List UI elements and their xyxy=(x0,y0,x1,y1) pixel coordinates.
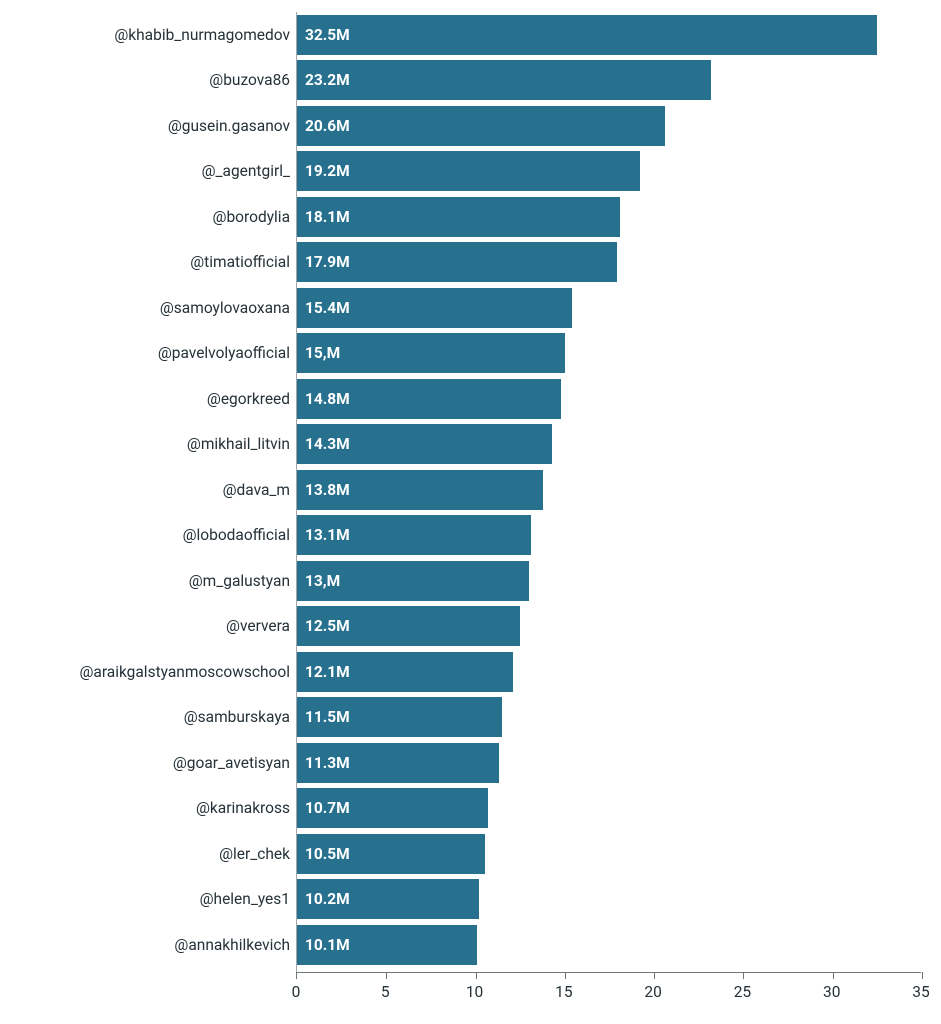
bar-fill: 17.9M xyxy=(297,242,617,282)
bar-value-label: 10.1M xyxy=(305,936,350,954)
x-axis-tick-label: 25 xyxy=(734,983,751,1001)
bar-value-label: 20.6M xyxy=(305,117,350,135)
x-axis-tick-label: 0 xyxy=(292,983,301,1001)
bar: 15.4M xyxy=(297,288,572,328)
bar-value-label: 12.5M xyxy=(305,617,350,635)
y-axis-label: @mikhail_litvin xyxy=(187,435,290,453)
y-axis-label: @araikgalstyanmoscowschool xyxy=(79,663,290,681)
bar-value-label: 18.1M xyxy=(305,208,350,226)
bar-value-label: 15,M xyxy=(305,344,340,362)
bar-value-label: 13,M xyxy=(305,572,340,590)
bar-value-label: 23.2M xyxy=(305,71,350,89)
bar-value-label: 11.3M xyxy=(305,754,350,772)
y-axis-label: @goar_avetisyan xyxy=(173,754,290,772)
x-axis-tick-label: 10 xyxy=(466,983,483,1001)
bar-value-label: 17.9M xyxy=(305,253,350,271)
bar-value-label: 15.4M xyxy=(305,299,350,317)
bar-value-label: 10.5M xyxy=(305,845,350,863)
y-axis-label: @karinakross xyxy=(196,799,290,817)
bar-value-label: 32.5M xyxy=(305,26,350,44)
bar: 14.3M xyxy=(297,424,552,464)
x-axis-tick-label: 15 xyxy=(555,983,572,1001)
bar: 12.1M xyxy=(297,652,513,692)
bar: 12.5M xyxy=(297,606,520,646)
bar-value-label: 14.8M xyxy=(305,390,350,408)
bar-fill: 13.8M xyxy=(297,470,543,510)
bar: 32.5M xyxy=(297,15,877,55)
bar: 10.1M xyxy=(297,925,477,965)
bars-container: 32.5M 23.2M 20.6M 19.2M 18.1M 17.9M 15.4M 15,M 1… xyxy=(296,12,921,972)
bar: 18.1M xyxy=(297,197,620,237)
bar-fill: 18.1M xyxy=(297,197,620,237)
bar: 17.9M xyxy=(297,242,617,282)
y-axis-label: @borodylia xyxy=(213,208,290,226)
y-axis-label: @ler_chek xyxy=(219,845,290,863)
x-axis-tick-label: 5 xyxy=(381,983,390,1001)
bar-fill: 14.3M xyxy=(297,424,552,464)
bar-fill: 11.5M xyxy=(297,697,502,737)
bar-fill: 19.2M xyxy=(297,151,640,191)
y-axis-label: @samburskaya xyxy=(184,708,290,726)
bar-fill: 10.1M xyxy=(297,925,477,965)
bar-fill: 15,M xyxy=(297,333,565,373)
y-axis-label: @khabib_nurmagomedov xyxy=(114,26,290,44)
bar: 10.5M xyxy=(297,834,485,874)
y-axis-label: @pavelvolyaofficial xyxy=(158,344,290,362)
bar-value-label: 12.1M xyxy=(305,663,350,681)
bar-fill: 20.6M xyxy=(297,106,665,146)
bar: 13.8M xyxy=(297,470,543,510)
bar-value-label: 10.2M xyxy=(305,890,350,908)
bar-value-label: 13.1M xyxy=(305,526,350,544)
x-axis-tick-label: 35 xyxy=(912,983,929,1001)
bar: 19.2M xyxy=(297,151,640,191)
bar-fill: 23.2M xyxy=(297,60,711,100)
bar-fill: 32.5M xyxy=(297,15,877,55)
y-axis-label: @_agentgirl_ xyxy=(202,162,290,180)
y-axis-label: @timatiofficial xyxy=(190,253,290,271)
followers-bar-chart: @khabib_nurmagomedov @buzova86 @gusein.gas… xyxy=(12,12,921,1004)
bar: 10.7M xyxy=(297,788,488,828)
bar: 13.1M xyxy=(297,515,531,555)
y-axis-label: @ververa xyxy=(226,617,290,635)
x-axis: 05101520253035 xyxy=(296,972,921,1004)
bar-value-label: 19.2M xyxy=(305,162,350,180)
x-axis-tick-label: 20 xyxy=(644,983,661,1001)
y-axis-label: @dava_m xyxy=(223,481,290,499)
bar: 10.2M xyxy=(297,879,479,919)
y-axis-label: @egorkreed xyxy=(207,390,290,408)
bar-fill: 10.7M xyxy=(297,788,488,828)
y-axis-label: @helen_yes1 xyxy=(200,890,290,908)
bar: 13,M xyxy=(297,561,529,601)
bar-fill: 15.4M xyxy=(297,288,572,328)
bar-fill: 12.5M xyxy=(297,606,520,646)
y-axis-label: @buzova86 xyxy=(209,71,290,89)
bar-fill: 12.1M xyxy=(297,652,513,692)
y-axis-label: @annakhilkevich xyxy=(174,936,290,954)
bar-fill: 14.8M xyxy=(297,379,561,419)
plot-area: @khabib_nurmagomedov @buzova86 @gusein.gas… xyxy=(12,12,921,972)
bar-fill: 10.5M xyxy=(297,834,485,874)
y-axis-label: @samoylovaoxana xyxy=(160,299,290,317)
bar-fill: 13,M xyxy=(297,561,529,601)
bar: 11.5M xyxy=(297,697,502,737)
bar: 11.3M xyxy=(297,743,499,783)
y-axis-labels: @khabib_nurmagomedov @buzova86 @gusein.gas… xyxy=(12,12,296,972)
bar-value-label: 13.8M xyxy=(305,481,350,499)
bar: 15,M xyxy=(297,333,565,373)
y-axis-label: @m_galustyan xyxy=(189,572,290,590)
x-axis-tick-label: 30 xyxy=(823,983,840,1001)
bar-fill: 10.2M xyxy=(297,879,479,919)
bar-value-label: 14.3M xyxy=(305,435,350,453)
bar-fill: 13.1M xyxy=(297,515,531,555)
bar: 23.2M xyxy=(297,60,711,100)
y-axis-label: @lobodaofficial xyxy=(183,526,290,544)
bar-value-label: 11.5M xyxy=(305,708,350,726)
x-tick-mark xyxy=(922,972,923,979)
y-axis-label: @gusein.gasanov xyxy=(168,117,290,135)
bar-fill: 11.3M xyxy=(297,743,499,783)
bar-value-label: 10.7M xyxy=(305,799,350,817)
bar: 14.8M xyxy=(297,379,561,419)
bar: 20.6M xyxy=(297,106,665,146)
